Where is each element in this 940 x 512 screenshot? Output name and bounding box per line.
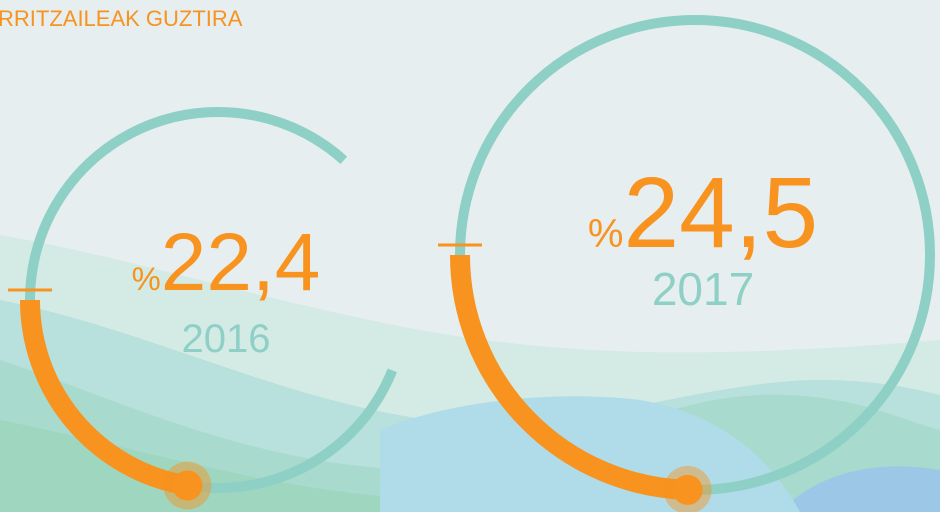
category-label: 2017	[652, 263, 754, 315]
gauge-end	[172, 470, 203, 501]
category-label: 2016	[182, 317, 271, 361]
gauge-value	[450, 254, 688, 500]
chart-title: RRITZAILEAK GUZTIRA	[0, 6, 243, 31]
wave	[0, 420, 460, 512]
value-label-number: 22,4	[161, 217, 321, 308]
value-label-number: 24,5	[623, 157, 818, 269]
gauge-end	[672, 474, 703, 505]
wave	[780, 466, 940, 512]
value-label: %24,5	[588, 157, 818, 269]
value-label-prefix: %	[132, 260, 161, 297]
gauge-value	[20, 299, 190, 496]
value-label: %22,4	[132, 217, 321, 308]
value-label-prefix: %	[588, 212, 624, 256]
